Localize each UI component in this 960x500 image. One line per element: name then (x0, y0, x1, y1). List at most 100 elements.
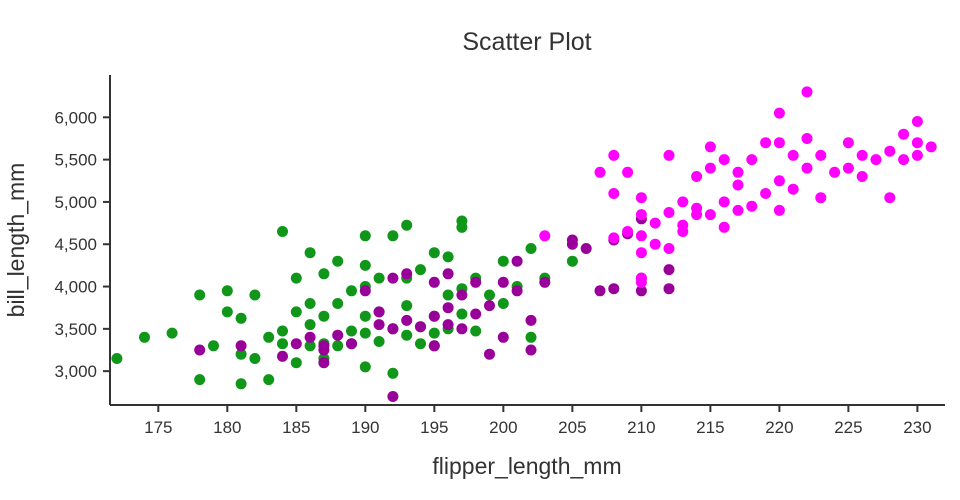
data-point (304, 340, 316, 352)
data-point (484, 348, 495, 360)
data-point (304, 247, 316, 259)
data-point (373, 272, 385, 284)
data-point (525, 243, 537, 254)
data-point (732, 179, 744, 191)
data-point (249, 289, 261, 301)
data-point (428, 276, 440, 288)
data-point (539, 230, 551, 242)
x-tick-label: 185 (282, 418, 310, 437)
data-point (663, 283, 675, 295)
data-point (318, 268, 330, 280)
data-point (346, 338, 357, 350)
y-tick-label: 3,000 (54, 362, 97, 381)
data-point (746, 154, 758, 166)
data-point (497, 255, 509, 267)
data-point (497, 276, 509, 288)
data-point (359, 230, 371, 242)
data-point (456, 215, 468, 227)
data-point (677, 196, 689, 208)
x-tick-label: 180 (213, 418, 241, 437)
data-point (649, 217, 661, 229)
data-point (663, 243, 675, 254)
data-point (856, 149, 868, 161)
data-point (649, 238, 661, 250)
data-point (359, 259, 371, 271)
data-point (221, 285, 233, 297)
data-point (373, 319, 385, 331)
data-point (773, 137, 785, 149)
data-point (911, 116, 923, 127)
data-point (484, 289, 495, 301)
data-point (773, 204, 785, 216)
data-point (442, 251, 454, 263)
data-point (442, 319, 454, 331)
data-point (373, 336, 385, 347)
data-point (635, 230, 647, 242)
data-point (235, 312, 247, 324)
data-point (911, 149, 923, 161)
data-point (608, 232, 620, 244)
x-axis-title: flipper_length_mm (432, 453, 621, 479)
y-tick-label: 6,000 (54, 108, 97, 127)
data-point (856, 171, 868, 182)
data-point (111, 353, 123, 364)
data-point (732, 166, 744, 178)
data-point (359, 327, 371, 339)
x-tick-label: 220 (765, 418, 793, 437)
data-point (622, 166, 634, 178)
data-point (511, 255, 523, 267)
data-point (525, 331, 537, 343)
data-point (732, 204, 744, 216)
data-point (166, 327, 178, 339)
x-tick-label: 200 (489, 418, 517, 437)
data-point (842, 162, 854, 174)
data-point (387, 367, 399, 379)
data-point (663, 207, 675, 218)
data-point (898, 154, 910, 166)
data-point (428, 327, 440, 339)
data-point (290, 272, 302, 284)
data-point (746, 200, 758, 212)
data-point (401, 314, 413, 326)
data-point (359, 285, 371, 297)
data-point (484, 300, 495, 312)
x-tick-label: 210 (627, 418, 655, 437)
data-point (773, 107, 785, 119)
data-point (442, 268, 454, 280)
data-point (277, 226, 288, 237)
data-point (428, 340, 440, 352)
data-point (428, 247, 440, 259)
data-point (594, 285, 606, 297)
data-point (373, 306, 385, 318)
data-point (801, 133, 813, 144)
data-point (691, 202, 703, 214)
data-point (139, 331, 150, 343)
data-point (304, 319, 316, 331)
data-point (359, 310, 371, 322)
data-point (677, 219, 689, 231)
data-point (456, 308, 468, 320)
data-point (829, 166, 841, 178)
data-point (608, 149, 620, 161)
data-point (263, 374, 275, 386)
data-point (401, 219, 413, 231)
data-point (635, 192, 647, 204)
x-tick-label: 205 (558, 418, 586, 437)
data-point (511, 285, 523, 297)
y-tick-label: 3,500 (54, 320, 97, 339)
data-point (718, 196, 730, 208)
data-point (884, 192, 896, 204)
data-point (442, 289, 454, 301)
data-point (870, 154, 882, 166)
data-point (194, 374, 206, 386)
data-point (608, 188, 620, 199)
data-point (691, 171, 703, 182)
data-point (704, 141, 716, 153)
data-point (787, 183, 799, 195)
data-point (415, 264, 426, 276)
data-point (718, 154, 730, 166)
data-point (346, 325, 357, 337)
data-point (415, 321, 426, 333)
data-point (470, 325, 482, 337)
